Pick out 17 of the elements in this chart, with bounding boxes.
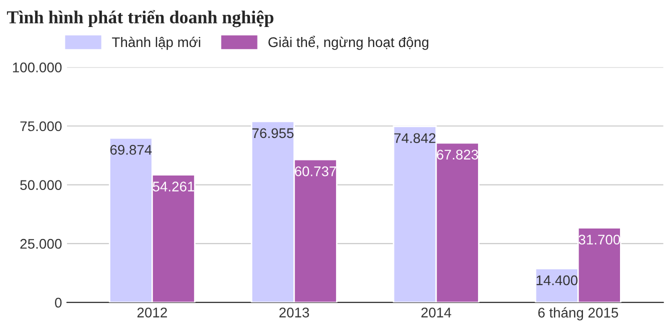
y-tick-label: 0 (54, 298, 62, 308)
y-tick-label: 100.000 (13, 62, 62, 72)
data-label: 60.737 (294, 166, 336, 176)
chart-title: Tình hình phát triển doanh nghiệp (6, 10, 274, 28)
y-tick-label: 25.000 (20, 238, 62, 249)
legend-label: Thành lập mới (112, 36, 200, 50)
x-tick-label: 2013 (279, 308, 309, 318)
y-tick-label: 50.000 (20, 180, 62, 190)
data-label: 69.874 (110, 144, 152, 155)
y-tick-label: 75.000 (20, 121, 62, 132)
data-label: 14.400 (536, 275, 578, 286)
data-label: 74.842 (394, 133, 436, 144)
data-label: 76.955 (252, 128, 294, 138)
x-tick-label: 2012 (137, 308, 167, 318)
x-tick-label: 2014 (421, 308, 452, 318)
x-tick-label: 6 tháng 2015 (538, 307, 618, 320)
legend-label: Giải thể, ngừng hoạt động (268, 36, 428, 50)
